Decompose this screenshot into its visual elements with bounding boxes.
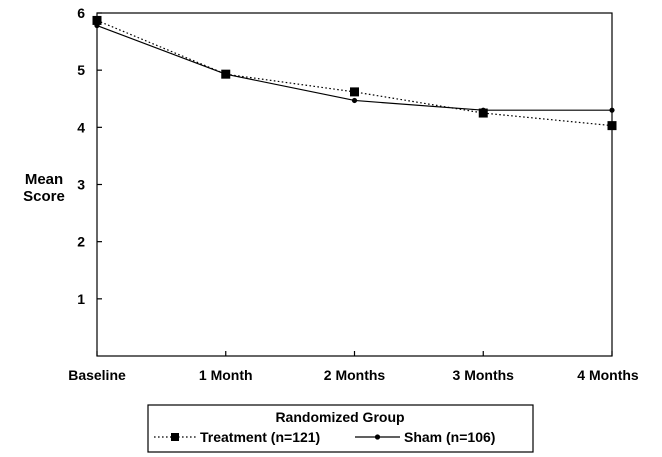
- y-tick-label: 3: [77, 177, 85, 193]
- treatment-point: [92, 15, 102, 25]
- legend-title: Randomized Group: [275, 409, 404, 425]
- y-tick-label: 1: [77, 291, 85, 307]
- y-axis: 1 2 3 4 5 6: [77, 5, 102, 307]
- y-tick-label: 6: [77, 5, 85, 21]
- y-tick-label: 2: [77, 234, 85, 250]
- treatment-point: [478, 108, 488, 118]
- sham-point: [351, 97, 358, 104]
- sham-point: [609, 107, 615, 113]
- x-tick-label: 2 Months: [324, 367, 386, 383]
- y-tick-label: 5: [77, 62, 85, 78]
- legend-items: Treatment (n=121) Sham (n=106): [154, 429, 495, 445]
- x-tick-label: 3 Months: [453, 367, 515, 383]
- x-axis: Baseline 1 Month 2 Months 3 Months 4 Months: [68, 351, 639, 383]
- legend-marker-treatment: [171, 433, 179, 441]
- plot-area-frame: [96, 12, 613, 357]
- treatment-point: [607, 121, 617, 131]
- legend-label-treatment: Treatment (n=121): [200, 429, 320, 445]
- treatment-point: [350, 87, 359, 97]
- sham-point: [223, 71, 229, 77]
- y-axis-label: Mean Score: [23, 171, 65, 205]
- series-line-sham: [96, 25, 612, 111]
- x-tick-label: Baseline: [68, 367, 126, 383]
- y-tick-label: 4: [77, 119, 85, 135]
- y-axis-label-line-2: Score: [23, 188, 65, 205]
- legend-box: [147, 404, 534, 453]
- legend-marker-sham: [374, 434, 381, 440]
- x-tick-label: 4 Months: [577, 367, 639, 383]
- x-tick-label: 1 Month: [199, 367, 253, 383]
- sham-point: [94, 22, 100, 29]
- legend-label-sham: Sham (n=106): [404, 429, 495, 445]
- sham-point: [480, 107, 486, 113]
- y-axis-label-line-1: Mean: [25, 171, 63, 188]
- legend: Randomized Group Treatment (n=121) Sham (…: [147, 404, 534, 453]
- series-layer: [92, 15, 617, 131]
